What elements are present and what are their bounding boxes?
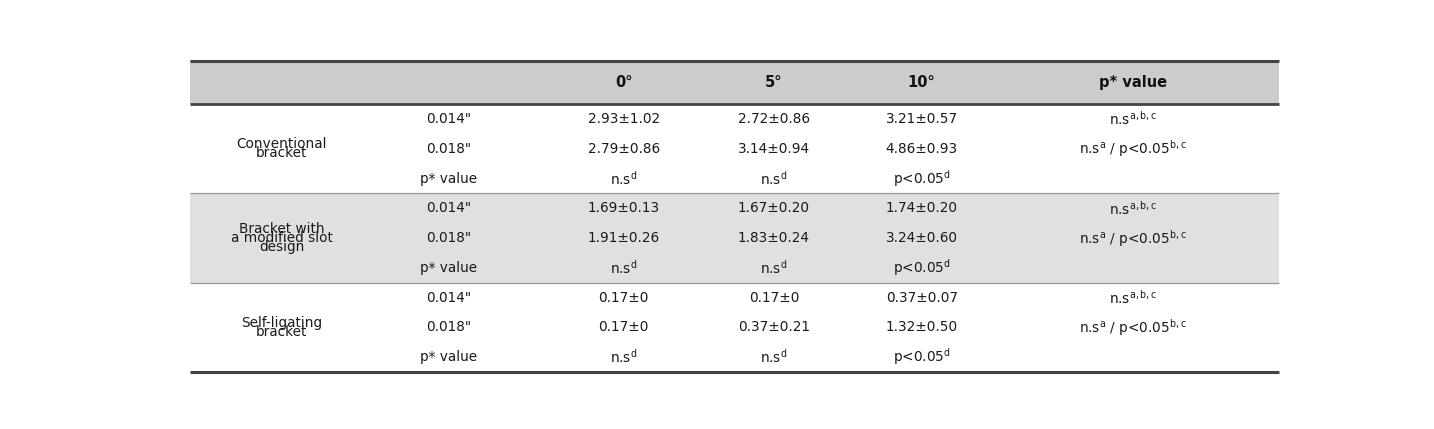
Bar	[191, 283, 1279, 372]
Text: Conventional: Conventional	[237, 137, 327, 151]
Text: 2.93±1.02: 2.93±1.02	[588, 112, 660, 126]
Text: bracket: bracket	[255, 146, 307, 160]
Text: bracket: bracket	[255, 325, 307, 339]
Text: p* value: p* value	[1098, 76, 1167, 91]
Text: Self-ligating: Self-ligating	[241, 316, 323, 329]
Text: 1.69±0.13: 1.69±0.13	[588, 201, 660, 215]
Text: n.s$^{\mathregular{d}}$: n.s$^{\mathregular{d}}$	[760, 348, 787, 366]
Text: n.s$^{\mathregular{a,b,c}}$: n.s$^{\mathregular{a,b,c}}$	[1108, 110, 1157, 128]
Text: 3.21±0.57: 3.21±0.57	[886, 112, 958, 126]
Text: n.s$^{\mathregular{a,b,c}}$: n.s$^{\mathregular{a,b,c}}$	[1108, 289, 1157, 306]
Text: n.s$^{\mathregular{d}}$: n.s$^{\mathregular{d}}$	[760, 259, 787, 277]
Text: 0.018": 0.018"	[426, 320, 470, 334]
Text: p* value: p* value	[420, 261, 476, 275]
Text: 1.83±0.24: 1.83±0.24	[739, 231, 810, 245]
Text: n.s$^{\mathregular{a}}$ / p<0.05$^{\mathregular{b,c}}$: n.s$^{\mathregular{a}}$ / p<0.05$^{\math…	[1078, 228, 1187, 248]
Text: n.s$^{\mathregular{a,b,c}}$: n.s$^{\mathregular{a,b,c}}$	[1108, 199, 1157, 217]
Text: 0.014": 0.014"	[426, 112, 470, 126]
Text: 0.17±0: 0.17±0	[749, 290, 799, 305]
Bar	[191, 104, 1279, 193]
Text: a modified slot: a modified slot	[231, 231, 333, 245]
Text: p<0.05$^{\mathregular{d}}$: p<0.05$^{\mathregular{d}}$	[893, 168, 951, 189]
Text: 3.24±0.60: 3.24±0.60	[886, 231, 958, 245]
Bar	[191, 61, 1279, 104]
Text: 4.86±0.93: 4.86±0.93	[886, 142, 958, 156]
Text: n.s$^{\mathregular{d}}$: n.s$^{\mathregular{d}}$	[609, 169, 638, 187]
Text: p<0.05$^{\mathregular{d}}$: p<0.05$^{\mathregular{d}}$	[893, 347, 951, 368]
Text: 0.37±0.07: 0.37±0.07	[886, 290, 958, 305]
Text: 2.79±0.86: 2.79±0.86	[588, 142, 660, 156]
Text: 3.14±0.94: 3.14±0.94	[737, 142, 810, 156]
Text: 0.018": 0.018"	[426, 231, 470, 245]
Text: p<0.05$^{\mathregular{d}}$: p<0.05$^{\mathregular{d}}$	[893, 257, 951, 278]
Text: 0.17±0: 0.17±0	[598, 290, 650, 305]
Text: 2.72±0.86: 2.72±0.86	[739, 112, 810, 126]
Text: 5°: 5°	[766, 76, 783, 91]
Text: 0.018": 0.018"	[426, 142, 470, 156]
Text: n.s$^{\mathregular{a}}$ / p<0.05$^{\mathregular{b,c}}$: n.s$^{\mathregular{a}}$ / p<0.05$^{\math…	[1078, 139, 1187, 159]
Text: Bracket with: Bracket with	[238, 222, 324, 236]
Text: 10°: 10°	[908, 76, 935, 91]
Text: 1.74±0.20: 1.74±0.20	[886, 201, 958, 215]
Bar	[191, 193, 1279, 283]
Text: n.s$^{\mathregular{a}}$ / p<0.05$^{\mathregular{b,c}}$: n.s$^{\mathregular{a}}$ / p<0.05$^{\math…	[1078, 317, 1187, 338]
Text: 1.91±0.26: 1.91±0.26	[588, 231, 660, 245]
Text: design: design	[258, 240, 304, 254]
Text: p* value: p* value	[420, 350, 476, 364]
Text: p* value: p* value	[420, 172, 476, 186]
Text: n.s$^{\mathregular{d}}$: n.s$^{\mathregular{d}}$	[760, 169, 787, 187]
Text: 0.014": 0.014"	[426, 290, 470, 305]
Text: 0.17±0: 0.17±0	[598, 320, 650, 334]
Text: n.s$^{\mathregular{d}}$: n.s$^{\mathregular{d}}$	[609, 259, 638, 277]
Text: 1.67±0.20: 1.67±0.20	[739, 201, 810, 215]
Text: n.s$^{\mathregular{d}}$: n.s$^{\mathregular{d}}$	[609, 348, 638, 366]
Text: 1.32±0.50: 1.32±0.50	[886, 320, 958, 334]
Text: 0.37±0.21: 0.37±0.21	[739, 320, 810, 334]
Text: 0°: 0°	[615, 76, 632, 91]
Text: 0.014": 0.014"	[426, 201, 470, 215]
